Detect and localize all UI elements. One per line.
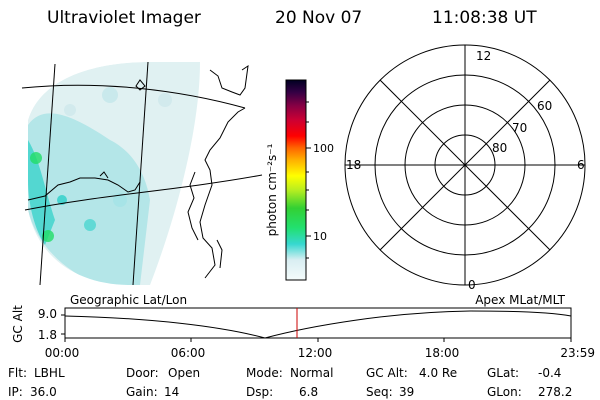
dsp-value: 6.8 bbox=[299, 385, 319, 399]
glon-label: GLon: bbox=[487, 385, 522, 399]
mlt-label-18: 18 bbox=[346, 158, 361, 172]
dsp-label: Dsp: bbox=[246, 385, 274, 399]
lat-label-70: 70 bbox=[512, 121, 527, 135]
colorbar-tick-100: 100 bbox=[313, 142, 334, 155]
orbit-plot-frame bbox=[64, 307, 572, 339]
time-label: 11:08:38 UT bbox=[432, 8, 537, 28]
glon-value: 278.2 bbox=[538, 385, 573, 399]
instrument-title: Ultraviolet Imager bbox=[47, 8, 201, 28]
flt-value: LBHL bbox=[34, 366, 65, 380]
gain-label: Gain: bbox=[126, 385, 158, 399]
mlt-label-6: 6 bbox=[577, 158, 585, 172]
orbit-left-title: Geographic Lat/Lon bbox=[70, 293, 187, 307]
colorbar-tick-10: 10 bbox=[313, 230, 327, 243]
aurora-image bbox=[28, 62, 200, 285]
mlt-label-12: 12 bbox=[476, 49, 491, 63]
colorbar bbox=[285, 79, 307, 281]
door-label: Door: bbox=[126, 366, 159, 380]
glat-value: -0.4 bbox=[538, 366, 562, 380]
polar-plot bbox=[344, 44, 586, 286]
orbit-right-title: Apex MLat/MLT bbox=[475, 293, 565, 307]
gain-value: 14 bbox=[164, 385, 180, 399]
orbit-ylabel: GC Alt bbox=[11, 305, 25, 343]
seq-label: Seq: bbox=[366, 385, 393, 399]
orbit-xtick-1200: 12:00 bbox=[298, 346, 333, 360]
orbit-ytick-9: 9.0 bbox=[38, 307, 57, 321]
orbit-ticks bbox=[61, 314, 572, 342]
lat-label-60: 60 bbox=[537, 99, 552, 113]
orbit-xtick-1800: 18:00 bbox=[425, 346, 460, 360]
date-label: 20 Nov 07 bbox=[275, 8, 363, 28]
orbit-ytick-1-8: 1.8 bbox=[38, 328, 57, 342]
altitude-curve bbox=[64, 310, 572, 339]
flt-label: Flt: bbox=[8, 366, 27, 380]
glat-label: GLat: bbox=[487, 366, 520, 380]
geographic-grid bbox=[21, 61, 263, 286]
lat-label-80: 80 bbox=[492, 141, 507, 155]
orbit-xtick-0600: 06:00 bbox=[171, 346, 206, 360]
mode-label: Mode: bbox=[246, 366, 283, 380]
orbit-xtick-2359: 23:59 bbox=[560, 346, 595, 360]
mlt-label-0: 0 bbox=[468, 278, 476, 292]
door-value: Open bbox=[168, 366, 201, 380]
ip-value: 36.0 bbox=[30, 385, 57, 399]
gcalt-value: 4.0 Re bbox=[419, 366, 458, 380]
seq-value: 39 bbox=[399, 385, 415, 399]
mode-value: Normal bbox=[290, 366, 334, 380]
ip-label: IP: bbox=[8, 385, 23, 399]
colorbar-ticks bbox=[306, 101, 311, 259]
colorbar-label: photon cm⁻²s⁻¹ bbox=[265, 143, 279, 236]
orbit-xtick-0000: 00:00 bbox=[45, 346, 80, 360]
gcalt-label: GC Alt: bbox=[366, 366, 408, 380]
